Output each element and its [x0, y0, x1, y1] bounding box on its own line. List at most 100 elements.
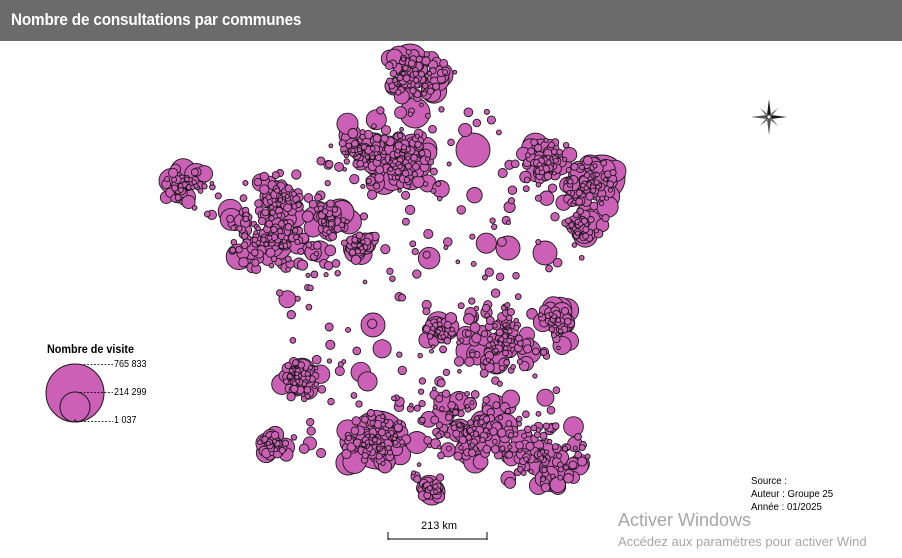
legend-circle-small — [73, 419, 77, 423]
commune-bubble — [583, 172, 591, 179]
commune-bubble — [489, 217, 496, 224]
commune-bubble — [441, 389, 451, 398]
commune-bubble — [497, 428, 507, 438]
commune-bubble — [600, 159, 608, 167]
commune-bubble — [278, 446, 286, 454]
commune-bubble — [457, 368, 462, 374]
commune-bubble — [397, 163, 403, 170]
commune-bubble — [560, 306, 569, 316]
commune-bubble — [266, 235, 273, 241]
commune-bubble — [436, 195, 443, 202]
commune-bubble — [343, 158, 350, 165]
commune-bubble — [403, 176, 411, 184]
commune-bubble — [328, 232, 338, 241]
commune-bubble — [294, 238, 301, 245]
commune-bubble — [427, 443, 432, 449]
commune-bubble — [580, 182, 586, 189]
commune-bubble — [520, 470, 527, 476]
commune-bubble — [506, 337, 513, 344]
commune-bubble — [540, 482, 551, 493]
commune-bubble — [385, 61, 394, 71]
commune-bubble — [295, 201, 302, 209]
commune-bubble — [347, 128, 359, 139]
commune-bubble — [422, 181, 429, 187]
commune-bubble — [265, 440, 271, 446]
commune-bubble — [578, 164, 585, 171]
legend-value-min: 1 037 — [114, 415, 137, 426]
commune-bubble — [303, 386, 312, 394]
commune-bubble — [201, 183, 208, 190]
commune-bubble — [571, 199, 577, 205]
commune-bubble — [399, 127, 404, 132]
commune-bubble — [230, 238, 238, 246]
commune-bubble — [416, 462, 422, 467]
commune-bubble — [305, 303, 313, 311]
commune-bubble — [405, 49, 412, 56]
commune-bubble — [268, 215, 275, 222]
source-block: Source : Auteur : Groupe 25 Année : 01/2… — [751, 475, 833, 514]
commune-bubble — [372, 133, 382, 143]
commune-bubble — [552, 170, 557, 176]
commune-bubble — [235, 245, 243, 254]
commune-bubble — [307, 364, 314, 371]
commune-bubble — [545, 264, 553, 273]
commune-bubble — [443, 320, 452, 329]
commune-bubble — [286, 310, 296, 320]
legend-symbols — [45, 363, 113, 423]
commune-bubble — [412, 175, 425, 188]
commune-bubble — [523, 344, 533, 354]
commune-bubble — [415, 55, 423, 63]
commune-bubble — [582, 225, 590, 234]
commune-bubble — [506, 220, 511, 226]
commune-bubble — [292, 359, 300, 367]
commune-bubble — [356, 159, 365, 168]
commune-bubble — [283, 203, 293, 213]
commune-bubble — [580, 217, 588, 225]
commune-bubble — [540, 348, 548, 356]
commune-bubble — [191, 204, 198, 211]
commune-bubble — [369, 154, 376, 160]
commune-bubble — [437, 321, 443, 327]
commune-bubble — [392, 77, 398, 83]
commune-bubble — [469, 322, 481, 333]
commune-bubble — [171, 176, 178, 183]
commune-bubble — [268, 262, 275, 269]
commune-bubble — [303, 193, 314, 203]
commune-bubble — [497, 168, 508, 179]
commune-bubble — [209, 180, 215, 186]
commune-bubble — [327, 220, 335, 228]
commune-bubble — [450, 424, 458, 432]
commune-bubble — [497, 414, 504, 421]
commune-bubble — [265, 220, 273, 228]
commune-bubble — [290, 434, 298, 441]
commune-bubble — [396, 74, 404, 82]
commune-bubble — [440, 334, 446, 340]
commune-bubble — [522, 410, 530, 419]
commune-bubble — [438, 106, 445, 113]
commune-bubble — [492, 401, 501, 410]
commune-bubble — [412, 269, 422, 279]
commune-bubble — [316, 448, 327, 459]
commune-bubble — [361, 415, 369, 424]
commune-bubble — [517, 340, 524, 347]
commune-bubble — [350, 426, 360, 435]
commune-bubble — [548, 326, 555, 333]
commune-bubble — [504, 407, 511, 415]
commune-bubble — [341, 150, 347, 156]
commune-bubble — [345, 434, 352, 442]
commune-bubble — [563, 473, 574, 484]
commune-bubble — [360, 183, 366, 190]
commune-bubble — [359, 133, 366, 141]
commune-bubble — [407, 59, 416, 68]
commune-bubble — [507, 185, 518, 195]
commune-bubble — [513, 324, 520, 332]
commune-bubble — [412, 70, 419, 77]
commune-bubble — [429, 348, 434, 354]
commune-bubble — [463, 107, 474, 118]
commune-bubble — [305, 241, 313, 249]
commune-bubble — [357, 371, 378, 392]
commune-bubble — [593, 179, 600, 186]
commune-bubble — [414, 133, 420, 139]
commune-bubble — [257, 439, 263, 446]
commune-bubble — [474, 415, 480, 421]
